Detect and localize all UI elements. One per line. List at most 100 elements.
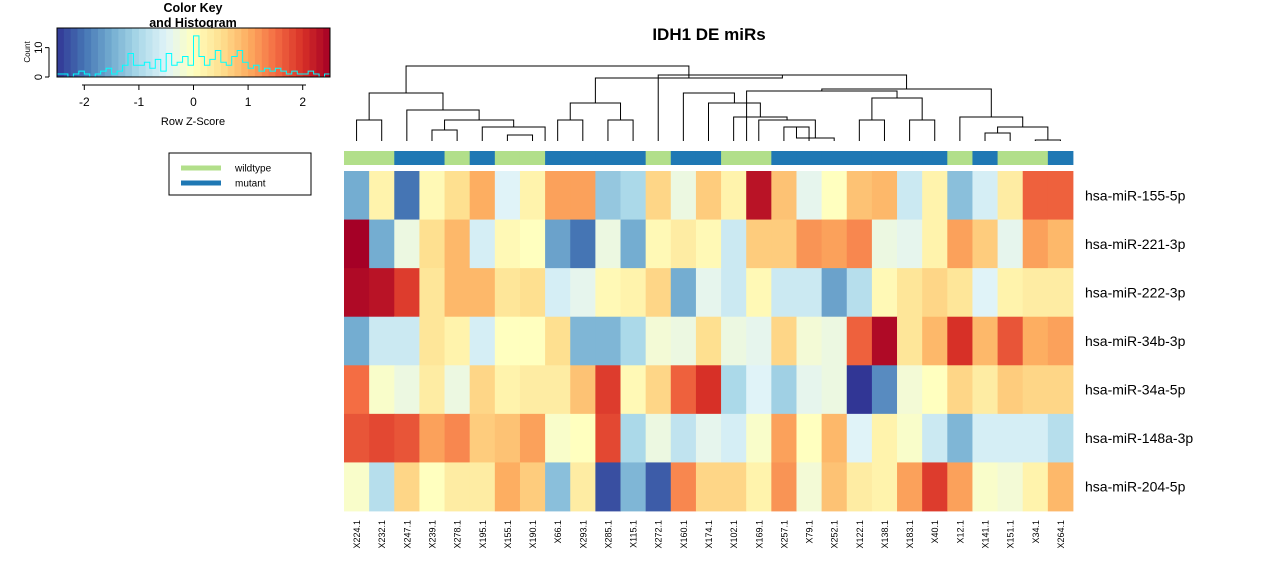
color-key-band xyxy=(166,28,174,77)
heatmap-cell xyxy=(469,365,496,415)
color-key-band xyxy=(316,28,324,77)
heatmap-cell xyxy=(344,316,370,366)
color-key-band xyxy=(104,28,113,77)
heatmap-cell xyxy=(444,462,471,512)
group-bar-cell xyxy=(494,151,521,165)
color-key-band xyxy=(84,28,92,77)
heatmap-cell xyxy=(972,413,998,463)
heatmap-cell xyxy=(771,268,797,318)
heatmap-cell xyxy=(494,219,521,269)
column-label: X138.1 xyxy=(880,520,890,549)
group-bar-cell xyxy=(796,151,823,165)
heatmap-cell xyxy=(545,316,571,366)
row-label: hsa-miR-34a-5p xyxy=(1085,382,1186,398)
heatmap-cell xyxy=(997,171,1024,220)
group-bar-cell xyxy=(695,151,722,165)
heatmap-cell xyxy=(897,365,923,415)
heatmap-cell xyxy=(369,316,395,366)
color-key-band xyxy=(213,28,222,77)
color-key-band xyxy=(207,28,215,77)
dendrogram-branch xyxy=(594,75,783,103)
x-tick-label: -2 xyxy=(79,95,90,109)
dendrogram-branch xyxy=(909,119,936,141)
group-bar-cell xyxy=(1047,151,1074,165)
heatmap-cell xyxy=(394,171,420,220)
heatmap-cell xyxy=(444,171,471,220)
heatmap-cell xyxy=(344,268,370,318)
legend-box xyxy=(168,152,312,196)
color-key-band xyxy=(145,28,153,77)
dendrogram-branch xyxy=(1034,139,1061,141)
heatmap-cell xyxy=(695,219,722,269)
color-key-band xyxy=(289,28,297,77)
heatmap-cell xyxy=(519,171,546,220)
heatmap-cell xyxy=(871,462,898,512)
color-key-band xyxy=(57,28,65,77)
heatmap-cell xyxy=(846,365,873,415)
heatmap-cell xyxy=(595,365,621,415)
heatmap-cell xyxy=(871,171,898,220)
heatmap-cell xyxy=(922,413,948,463)
y-tick-label: 0 xyxy=(33,74,45,80)
group-bar-cell xyxy=(469,151,496,165)
chart-title: IDH1 DE miRs xyxy=(652,25,765,44)
column-label: X224.1 xyxy=(352,520,362,549)
group-bar-cell xyxy=(620,151,647,165)
group-color-bar xyxy=(344,151,1074,165)
color-key-band xyxy=(323,28,331,77)
dendrogram-branch xyxy=(405,65,690,93)
group-bar-cell xyxy=(419,151,445,165)
group-bar-cell xyxy=(821,151,848,165)
heatmap-cell xyxy=(1047,462,1074,512)
color-key-xlabel: Row Z-Score xyxy=(161,116,225,128)
heatmap-cell xyxy=(897,413,923,463)
color-key-band xyxy=(254,28,263,77)
color-key-band xyxy=(295,28,304,77)
heatmap-cell xyxy=(570,268,596,318)
heatmap-cell xyxy=(595,462,621,512)
group-bar-cell xyxy=(1022,151,1049,165)
dendrogram-branch xyxy=(733,116,788,141)
heatmap-cell xyxy=(469,413,496,463)
heatmap-cell xyxy=(972,365,998,415)
column-label: X257.1 xyxy=(779,520,789,549)
heatmap-cell xyxy=(695,462,722,512)
heatmap-cell xyxy=(746,268,772,318)
heatmap-cell xyxy=(419,171,445,220)
heatmap-cell xyxy=(947,365,973,415)
heatmap-cell xyxy=(595,413,621,463)
legend-label: wildtype xyxy=(234,164,272,175)
group-bar-cell xyxy=(871,151,898,165)
heatmap-cell xyxy=(897,462,923,512)
heatmap-cell xyxy=(645,413,672,463)
dendrogram-branch xyxy=(481,126,546,141)
group-bar-cell xyxy=(897,151,923,165)
heatmap-cell xyxy=(796,365,823,415)
heatmap-cell xyxy=(344,171,370,220)
heatmap-cell xyxy=(1022,268,1049,318)
column-label: X174.1 xyxy=(704,520,714,549)
group-bar-cell xyxy=(670,151,697,165)
heatmap-cell xyxy=(947,268,973,318)
heatmap-cell xyxy=(1047,219,1074,269)
group-bar-cell xyxy=(344,151,370,165)
heatmap-cell xyxy=(1022,316,1049,366)
heatmap-cell xyxy=(570,316,596,366)
heatmap-cell xyxy=(545,413,571,463)
heatmap-cell xyxy=(369,365,395,415)
heatmap-cells xyxy=(344,171,1074,512)
heatmap-cell xyxy=(695,316,722,366)
heatmap-cell xyxy=(897,171,923,220)
histogram-line xyxy=(56,35,331,78)
heatmap-cell xyxy=(997,316,1024,366)
column-label: X122.1 xyxy=(855,520,865,549)
group-bar-cell xyxy=(972,151,998,165)
heatmap-cell xyxy=(771,462,797,512)
column-label: X272.1 xyxy=(654,520,664,549)
color-key-band xyxy=(125,28,133,77)
row-label: hsa-miR-221-3p xyxy=(1085,236,1186,252)
column-label: X183.1 xyxy=(905,520,915,549)
heatmap-cell xyxy=(419,268,445,318)
x-tick-label: 2 xyxy=(299,95,306,109)
color-key-band xyxy=(275,28,283,77)
